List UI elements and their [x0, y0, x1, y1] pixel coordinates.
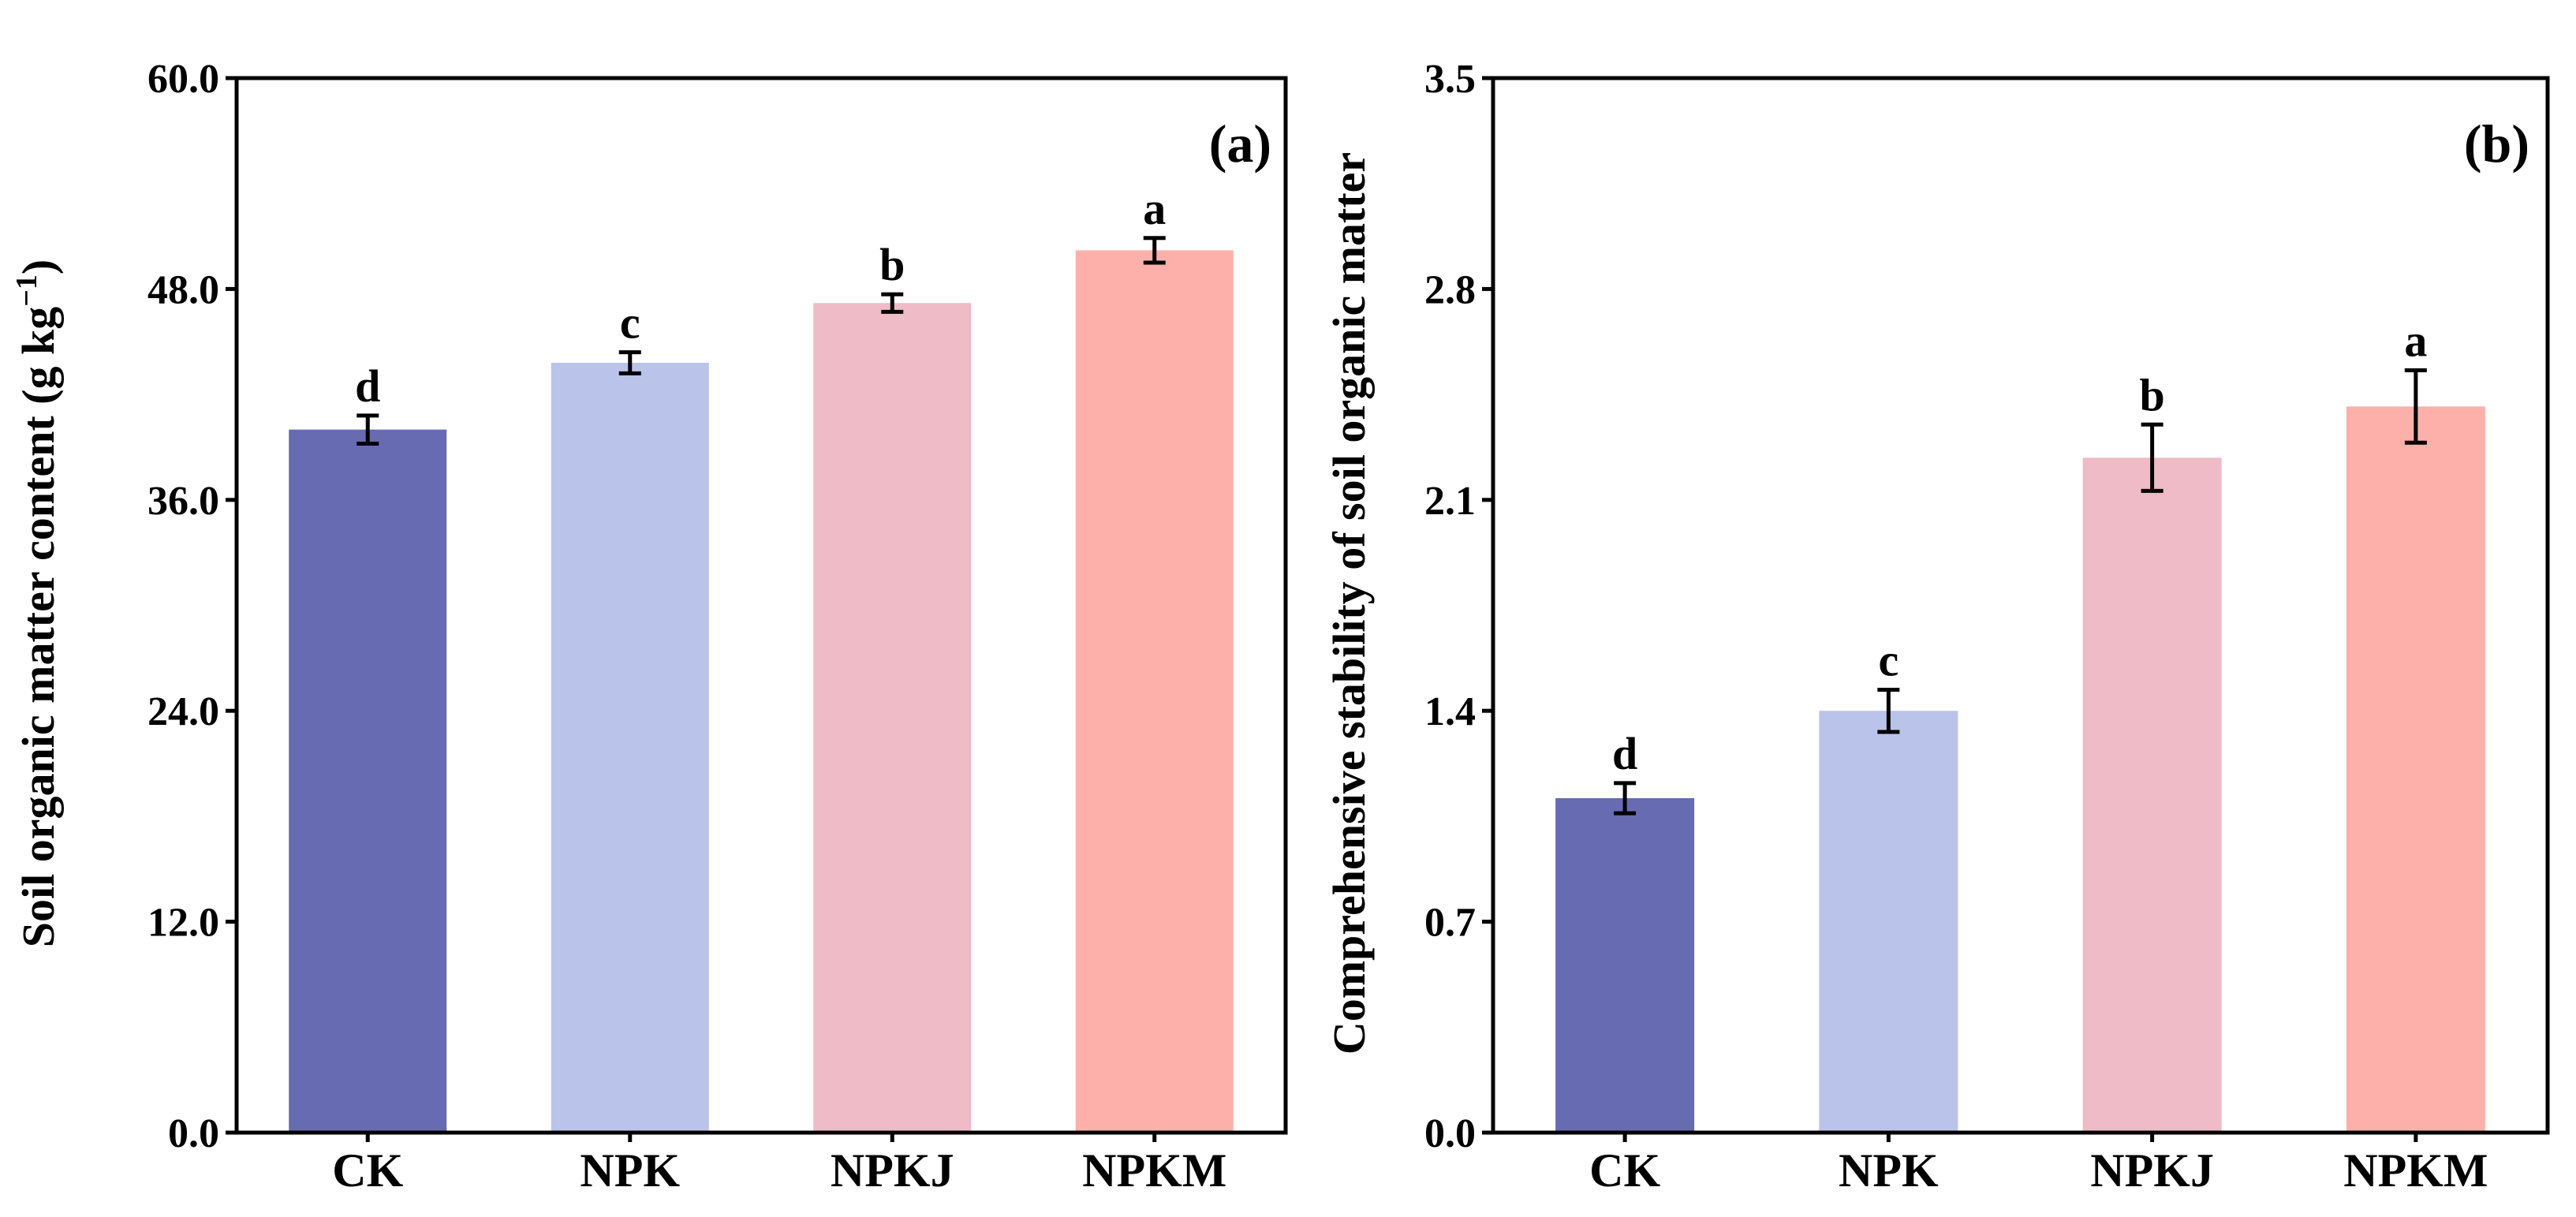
- y-axis-label-a: Soil organic matter content (g kg−1): [10, 259, 64, 947]
- significance-label-b-npkj: b: [2139, 369, 2164, 420]
- y-tick-label-b-5: 3.5: [1424, 57, 1476, 102]
- significance-label-a-ck: d: [355, 360, 380, 412]
- significance-label-a-npkj: b: [879, 239, 905, 290]
- x-tick-label-b-npkm: NPKM: [2343, 1144, 2488, 1196]
- significance-label-b-npk: c: [1879, 634, 1899, 685]
- bar-a-npkj: [813, 303, 972, 1133]
- bar-b-npkm: [2346, 406, 2485, 1133]
- y-tick-label-a-2: 24.0: [147, 689, 219, 734]
- x-tick-label-b-npkj: NPKJ: [2090, 1144, 2214, 1196]
- y-tick-label-a-5: 60.0: [147, 57, 219, 102]
- y-tick-label-a-1: 12.0: [147, 901, 219, 946]
- significance-label-b-npkm: a: [2404, 315, 2427, 367]
- plot-frame-b: [1491, 76, 2550, 1135]
- significance-label-a-npk: c: [620, 297, 640, 349]
- y-axis-label-a-close: ): [13, 259, 64, 274]
- y-tick-label-a-4: 48.0: [147, 267, 219, 312]
- chart-panel-a: Soil organic matter content (g kg−1) d c b…: [10, 57, 1288, 1196]
- y-tick-label-b-4: 2.8: [1424, 267, 1476, 312]
- y-tick-label-a-3: 36.0: [147, 479, 219, 524]
- bar-b-ck: [1555, 797, 1695, 1133]
- bar-b-npkj: [2082, 457, 2222, 1133]
- y-tick-label-b-0: 0.0: [1424, 1111, 1476, 1156]
- bars-b: d c b a: [1555, 315, 2485, 1133]
- y-axis-label-a-superscript: −1: [10, 274, 43, 307]
- panel-label-b: (b): [2464, 114, 2529, 174]
- bar-a-ck: [289, 429, 447, 1133]
- y-tick-label-a-0: 0.0: [168, 1111, 219, 1156]
- x-tick-label-b-ck: CK: [1589, 1144, 1660, 1196]
- bars-a: d c b a: [289, 183, 1234, 1133]
- panel-label-a: (a): [1209, 114, 1271, 174]
- significance-label-b-ck: d: [1612, 728, 1637, 779]
- y-tick-label-b-1: 0.7: [1424, 901, 1476, 946]
- bar-a-npkm: [1075, 250, 1234, 1133]
- chart-panel-b: Comprehensive stability of soil organic …: [1323, 57, 2550, 1196]
- axis-a: CK NPK NPKJ NPKM 0.0 12.0 24.0 36.0 48.0 60.0: [147, 57, 1288, 1196]
- bar-b-npk: [1819, 711, 1958, 1133]
- plot-frame-a: [234, 76, 1288, 1135]
- y-tick-label-b-3: 2.1: [1424, 479, 1476, 524]
- x-tick-label-a-ck: CK: [332, 1144, 403, 1196]
- x-tick-label-b-npk: NPK: [1839, 1144, 1939, 1196]
- bar-a-npk: [551, 362, 709, 1133]
- axis-b: CK NPK NPKJ NPKM 0.0 0.7 1.4 2.1 2.8 3.5: [1424, 57, 2550, 1196]
- y-axis-label-b: Comprehensive stability of soil organic …: [1323, 152, 1375, 1055]
- significance-label-a-npkm: a: [1143, 183, 1166, 234]
- x-tick-label-a-npk: NPK: [580, 1144, 680, 1196]
- y-tick-label-b-2: 1.4: [1424, 689, 1476, 734]
- x-tick-label-a-npkj: NPKJ: [831, 1144, 954, 1196]
- x-tick-label-a-npkm: NPKM: [1082, 1144, 1226, 1196]
